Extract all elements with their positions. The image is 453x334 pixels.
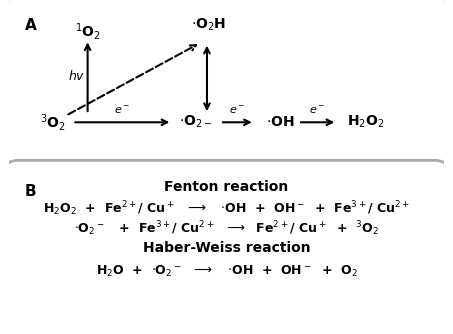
Text: $hv$: $hv$ (68, 69, 86, 83)
Text: H$_2$O$_2$: H$_2$O$_2$ (347, 114, 384, 131)
FancyBboxPatch shape (5, 160, 448, 334)
Text: $\cdot$O$_{2-}$: $\cdot$O$_{2-}$ (179, 114, 213, 131)
Text: Haber-Weiss reaction: Haber-Weiss reaction (143, 241, 310, 255)
Text: B: B (24, 184, 36, 198)
Text: H$_2$O$_2$  +  Fe$^{2+}$/ Cu$^+$  $\longrightarrow$   $\cdot$OH  +  OH$^-$  +  F: H$_2$O$_2$ + Fe$^{2+}$/ Cu$^+$ $\longrig… (43, 199, 410, 218)
Text: $^1$O$_2$: $^1$O$_2$ (75, 21, 101, 42)
Text: $\cdot$O$_2$$^-$   +  Fe$^{3+}$/ Cu$^{2+}$  $\longrightarrow$  Fe$^{2+}$/ Cu$^+$: $\cdot$O$_2$$^-$ + Fe$^{3+}$/ Cu$^{2+}$ … (74, 219, 379, 237)
Text: H$_2$O  +  $\cdot$O$_2$$^-$  $\longrightarrow$   $\cdot$OH  +  OH$^-$  +  O$_2$: H$_2$O + $\cdot$O$_2$$^-$ $\longrightarr… (96, 264, 357, 279)
Text: Fenton reaction: Fenton reaction (164, 180, 289, 194)
FancyBboxPatch shape (5, 0, 448, 177)
Text: $^3$O$_2$: $^3$O$_2$ (40, 112, 66, 133)
Text: $e^-$: $e^-$ (114, 105, 130, 116)
Text: $e^-$: $e^-$ (309, 105, 326, 116)
Text: $e^-$: $e^-$ (229, 105, 246, 116)
Text: $\cdot$O$_2$H: $\cdot$O$_2$H (192, 16, 227, 33)
Text: A: A (24, 18, 36, 33)
Text: $\cdot$OH: $\cdot$OH (266, 115, 295, 129)
